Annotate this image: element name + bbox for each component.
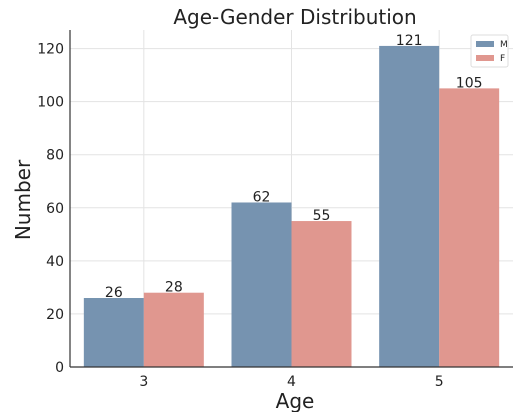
x-tick-label: 4 <box>287 374 296 390</box>
y-tick-label: 40 <box>46 254 64 270</box>
y-tick-label: 20 <box>46 307 64 323</box>
bars-group <box>83 45 500 367</box>
axes-group: 0 20 40 60 80 100 120 3 4 5 <box>37 30 513 390</box>
y-tick-label: 100 <box>37 95 64 111</box>
legend-label-m: M <box>500 40 508 50</box>
bar-m-3 <box>83 298 144 367</box>
y-tick-label: 60 <box>46 201 64 217</box>
y-axis-label: Number <box>11 159 35 240</box>
legend: MF <box>470 34 509 68</box>
bar-m-4 <box>231 202 292 367</box>
bar-f-3 <box>143 292 204 367</box>
x-tick-label: 5 <box>435 374 444 390</box>
data-label: 121 <box>396 33 423 49</box>
x-tick-label: 3 <box>139 374 148 390</box>
bar-m-5 <box>379 45 440 367</box>
y-tick-label: 120 <box>37 42 64 58</box>
chart-title: Age-Gender Distribution <box>173 5 416 29</box>
data-label: 28 <box>165 280 183 296</box>
bar-f-4 <box>291 221 352 367</box>
x-axis-label: Age <box>276 389 315 412</box>
data-label: 55 <box>313 208 331 224</box>
data-label: 26 <box>105 285 123 301</box>
legend-swatch-m <box>476 41 494 47</box>
y-tick-label: 80 <box>46 148 64 164</box>
legend-label-f: F <box>500 54 505 64</box>
y-tick-label: 0 <box>55 360 64 376</box>
data-labels-group: 26 62 121 28 55 105 <box>105 33 483 301</box>
legend-swatch-f <box>476 55 494 61</box>
bar-f-5 <box>439 88 500 367</box>
data-label: 105 <box>456 75 483 91</box>
data-label: 62 <box>253 189 271 205</box>
